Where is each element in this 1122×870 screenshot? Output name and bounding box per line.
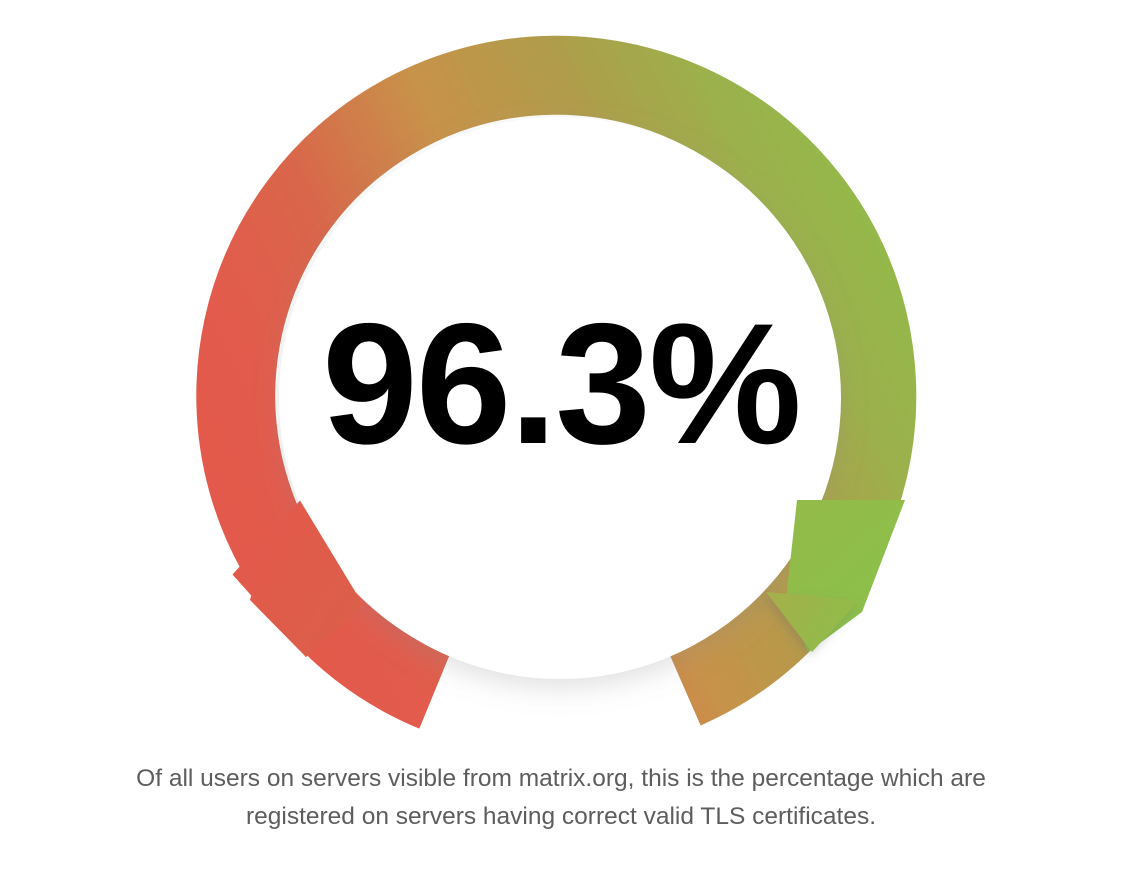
gauge-svg (196, 35, 917, 729)
gauge-arc-group (196, 35, 917, 729)
ribbon-tail-icon (232, 500, 363, 657)
gauge-chart: 96.3% (196, 35, 917, 729)
gauge-inner-disc (279, 117, 841, 679)
gauge-caption: Of all users on servers visible from mat… (136, 765, 986, 830)
arrow-head-icon (766, 500, 905, 652)
gauge-track-arc (196, 35, 917, 729)
